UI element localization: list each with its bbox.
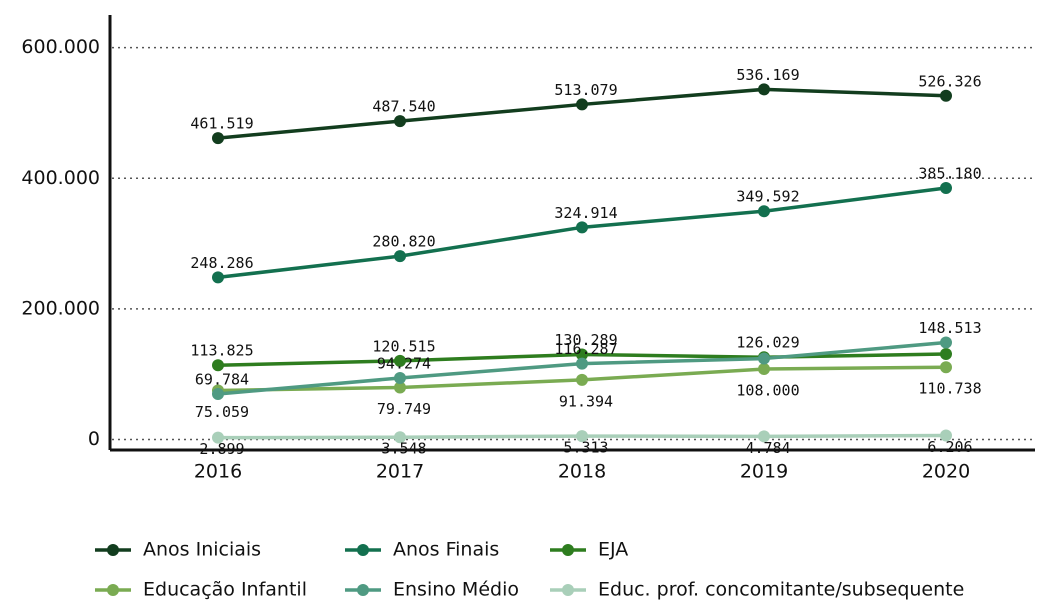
data-label: 349.592	[736, 188, 799, 206]
point	[940, 361, 952, 374]
point	[576, 221, 588, 234]
point	[576, 357, 588, 370]
data-label: 513.079	[554, 81, 617, 99]
point	[394, 354, 406, 367]
point	[576, 348, 588, 361]
point	[212, 271, 224, 284]
legend-label: Educ. prof. concomitante/subsequente	[598, 579, 964, 600]
data-label: 94.274	[377, 354, 431, 372]
point	[758, 205, 770, 218]
data-label: 75.059	[195, 403, 249, 421]
point	[940, 181, 952, 194]
point	[758, 430, 770, 443]
point	[212, 387, 224, 400]
data-label: 3.548	[381, 440, 426, 458]
point	[212, 431, 224, 444]
data-label: 526.326	[918, 72, 981, 90]
legend-marker	[357, 544, 369, 556]
data-label: 79.749	[377, 400, 431, 418]
point	[212, 132, 224, 145]
point	[576, 98, 588, 111]
point	[394, 371, 406, 384]
data-label: 148.513	[918, 319, 981, 337]
y-tick-label: 200.000	[21, 297, 100, 319]
x-tick-label: 2016	[194, 461, 242, 483]
y-tick-label: 400.000	[21, 167, 100, 189]
data-label: 248.286	[190, 254, 253, 272]
data-label: 536.169	[736, 66, 799, 84]
legend-label: Ensino Médio	[393, 579, 519, 600]
point	[394, 250, 406, 263]
data-label: 69.784	[195, 370, 249, 388]
point	[940, 89, 952, 102]
point	[394, 115, 406, 128]
point	[940, 429, 952, 442]
x-tick-label: 2018	[558, 461, 606, 483]
data-label: 91.394	[559, 392, 613, 410]
x-tick-label: 2019	[740, 461, 788, 483]
legend-label: Educação Infantil	[143, 579, 307, 600]
point	[758, 363, 770, 376]
x-tick-label: 2020	[922, 461, 970, 483]
point	[940, 347, 952, 360]
data-label: 461.519	[190, 115, 253, 133]
data-label: 113.825	[190, 342, 253, 360]
legend-marker	[357, 584, 369, 596]
legend-label: EJA	[598, 539, 628, 561]
point	[940, 336, 952, 349]
legend-label: Anos Finais	[393, 539, 499, 561]
data-label: 116.287	[554, 340, 617, 358]
legend-marker	[107, 544, 119, 556]
data-label: 126.029	[736, 334, 799, 352]
data-label: 6.206	[927, 438, 972, 456]
legend-label: Anos Iniciais	[143, 539, 261, 561]
point	[394, 381, 406, 394]
data-label: 2.899	[199, 440, 244, 458]
point	[212, 359, 224, 372]
point	[394, 431, 406, 444]
x-tick-label: 2017	[376, 461, 424, 483]
data-label: 4.784	[745, 439, 790, 457]
y-tick-label: 600.000	[21, 36, 100, 58]
data-label: 385.180	[918, 164, 981, 182]
data-label: 108.000	[736, 382, 799, 400]
y-tick-label: 0	[88, 428, 100, 450]
data-label: 280.820	[372, 233, 435, 251]
data-label: 110.738	[918, 380, 981, 398]
data-label: 5.313	[563, 439, 608, 457]
data-label: 324.914	[554, 204, 617, 222]
point	[758, 83, 770, 96]
legend-marker	[562, 544, 574, 556]
legend-marker	[562, 584, 574, 596]
data-label: 130.289	[554, 331, 617, 349]
point	[576, 430, 588, 443]
point	[758, 352, 770, 365]
data-label: 487.540	[372, 98, 435, 116]
point	[576, 373, 588, 386]
legend-marker	[107, 584, 119, 596]
data-label: 120.515	[372, 337, 435, 355]
